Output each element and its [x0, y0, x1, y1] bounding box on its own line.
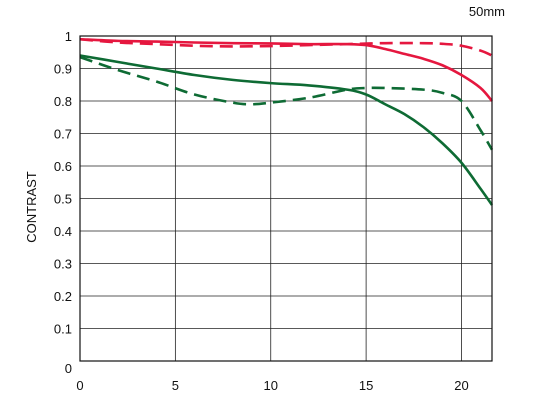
grid	[80, 36, 492, 361]
plot-frame	[79, 35, 493, 362]
y-tick-label: 0.1	[54, 322, 72, 337]
y-tick-label: 0.5	[54, 192, 72, 207]
y-tick-label: 0.8	[54, 94, 72, 109]
focal-length-annotation: 50mm	[469, 4, 505, 19]
x-tick-label: 10	[264, 378, 278, 393]
y-axis-title: CONTRAST	[24, 171, 39, 243]
y-tick-label: 0.7	[54, 127, 72, 142]
y-tick-label: 0.6	[54, 159, 72, 174]
series-line-1	[79, 37, 493, 102]
y-tick-label: 0.2	[54, 289, 72, 304]
y-tick-label: 0.4	[54, 224, 72, 239]
series-line-2	[79, 37, 493, 57]
y-tick-label: 1	[65, 29, 72, 44]
series	[79, 37, 494, 206]
tick-labels: 0 5 10 15 20 0 0.1 0.2 0.3 0.4 0.5 0.6 0.7 0.8 0.9 1	[54, 29, 469, 393]
x-tick-label: 20	[454, 378, 468, 393]
y-tick-label: 0.3	[54, 257, 72, 272]
series-line-4	[79, 55, 494, 151]
x-tick-label: 15	[359, 378, 373, 393]
x-tick-label: 0	[76, 378, 83, 393]
x-tick-label: 5	[172, 378, 179, 393]
series-line-3	[79, 54, 494, 206]
y-tick-label: 0	[65, 361, 72, 376]
y-tick-label: 0.9	[54, 62, 72, 77]
